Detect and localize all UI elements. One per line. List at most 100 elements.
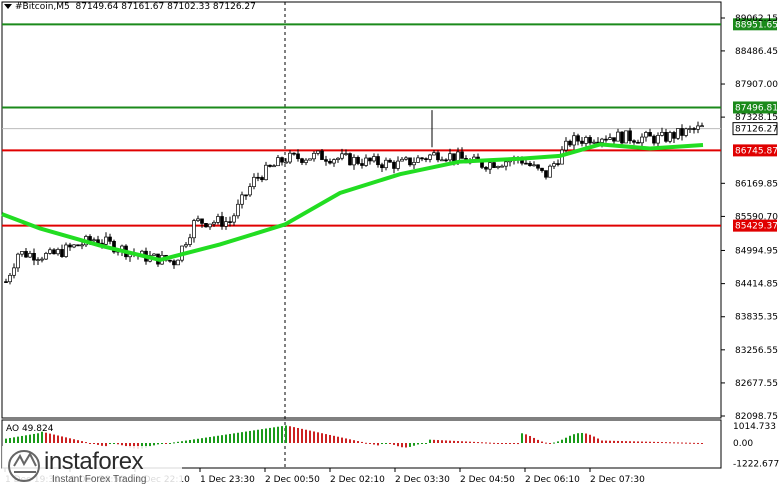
ao-tick-label: -1222.677	[733, 459, 779, 469]
ao-bar	[193, 439, 195, 443]
ao-bar	[649, 441, 651, 443]
candle-body	[568, 140, 572, 146]
ao-bar	[541, 441, 543, 443]
ao-bar	[45, 432, 47, 443]
ao-bar	[561, 439, 563, 443]
ao-bar	[413, 443, 415, 446]
candle-body	[488, 162, 492, 170]
ao-bar	[101, 443, 103, 446]
ao-bar	[545, 442, 547, 444]
candle-body	[616, 131, 620, 142]
level-tag	[733, 219, 777, 232]
ao-bar	[673, 442, 675, 444]
ao-bar	[493, 442, 495, 444]
ao-bar	[173, 442, 175, 444]
candle-body	[212, 222, 216, 225]
candle-body	[40, 258, 44, 261]
current-price-label: 87126.27	[735, 125, 778, 135]
ao-bar	[433, 439, 435, 443]
ao-bar	[473, 441, 475, 443]
ao-bar	[269, 427, 271, 443]
ao-bar	[685, 442, 687, 444]
candle-body	[504, 161, 508, 167]
ao-bar	[165, 443, 167, 444]
ao-bar	[693, 442, 695, 444]
candle-body	[12, 267, 16, 276]
time-tick-label: 2 Dec 03:30	[395, 475, 450, 485]
candle-body	[68, 244, 72, 248]
ao-bar	[265, 428, 267, 443]
ao-bar	[329, 434, 331, 443]
ao-bar	[621, 441, 623, 443]
ao-indicator-label: AO 49.824	[6, 424, 54, 434]
ao-bar	[81, 441, 83, 443]
candle-body	[628, 130, 632, 142]
ao-bar	[25, 435, 27, 443]
candle-body	[368, 157, 372, 162]
candle-body	[8, 274, 12, 283]
ao-bar	[117, 443, 119, 445]
candle-body	[268, 164, 272, 167]
ao-bar	[669, 442, 671, 444]
ao-bar	[405, 443, 407, 448]
ao-bar	[425, 443, 427, 444]
ao-bar	[645, 441, 647, 443]
ao-bar	[701, 443, 703, 444]
ao-bar	[373, 443, 375, 445]
candle-body	[152, 253, 156, 256]
ao-bar	[521, 433, 523, 443]
candle-body	[244, 194, 248, 197]
candle-body	[528, 162, 532, 166]
candle-body	[284, 161, 288, 164]
candle-body	[392, 161, 396, 169]
ao-bar	[325, 434, 327, 443]
candle-body	[404, 157, 408, 160]
candle-body	[460, 151, 464, 159]
candle-body	[300, 158, 304, 163]
price-tick-label: 84414.85	[735, 280, 778, 290]
ao-bar	[417, 443, 419, 445]
ao-bar	[57, 435, 59, 443]
ao-bar	[589, 434, 591, 443]
candle-body	[672, 132, 676, 139]
ao-bar	[249, 430, 251, 443]
ao-bar	[225, 434, 227, 443]
candle-body	[356, 157, 360, 164]
ao-bar	[285, 425, 287, 443]
candle-body	[648, 132, 652, 137]
candle-body	[580, 140, 584, 144]
candle-body	[612, 137, 616, 142]
dropdown-arrow-icon[interactable]	[4, 4, 12, 9]
ao-bar	[49, 433, 51, 443]
ao-bar	[449, 440, 451, 443]
ao-bar	[637, 441, 639, 443]
time-tick-label: 2 Dec 06:10	[525, 475, 580, 485]
ao-bar	[341, 437, 343, 443]
price-tick-label: 84994.95	[735, 246, 778, 256]
candle-body	[196, 218, 200, 221]
ao-bar	[393, 443, 395, 445]
candle-body	[252, 176, 256, 187]
candle-body	[28, 252, 32, 258]
candle-body	[352, 157, 356, 166]
candle-body	[436, 152, 440, 161]
ao-bar	[641, 441, 643, 443]
ao-bar	[397, 443, 399, 447]
candle-body	[36, 259, 40, 261]
candle-body	[524, 162, 528, 165]
candle-body	[76, 244, 80, 247]
candle-body	[264, 164, 268, 181]
ao-bar	[537, 439, 539, 443]
ao-bar	[153, 443, 155, 446]
ao-bar	[9, 437, 11, 443]
candle-body	[552, 163, 556, 167]
candle-body	[484, 167, 488, 170]
candle-body	[208, 223, 212, 228]
candle-body	[364, 157, 368, 166]
ao-bar	[313, 431, 315, 443]
candle-body	[496, 165, 500, 168]
level-tag	[733, 101, 777, 114]
ao-bar	[661, 442, 663, 444]
candle-body	[372, 156, 376, 162]
